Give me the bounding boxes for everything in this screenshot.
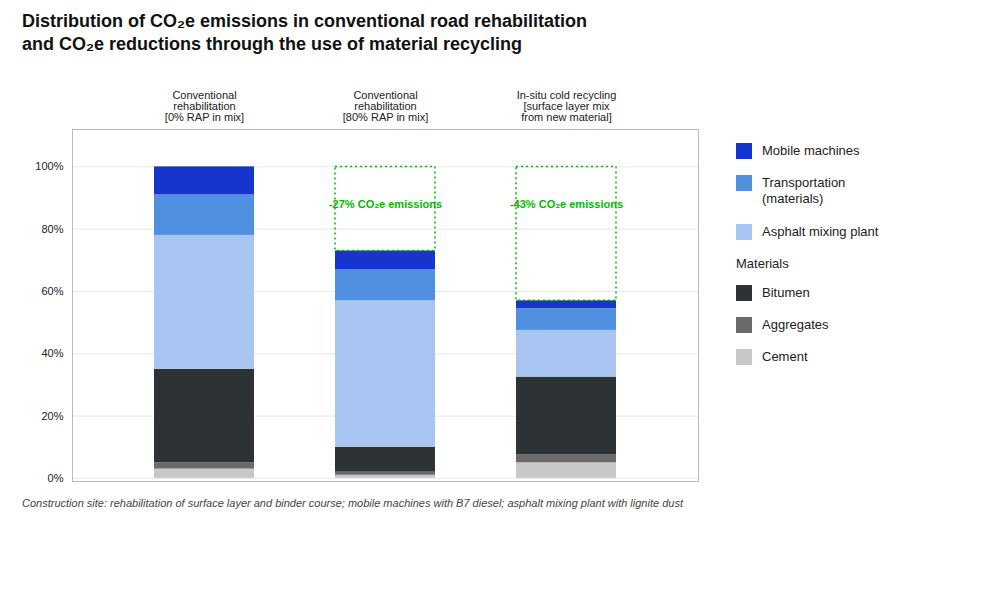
svg-text:80%: 80%: [41, 222, 63, 234]
svg-text:60%: 60%: [41, 285, 63, 297]
svg-text:0%: 0%: [48, 472, 64, 484]
svg-text:Conventionalrehabilitation[80%: Conventionalrehabilitation[80% RAP in mi…: [343, 88, 428, 122]
svg-text:-27% CO₂e emissions: -27% CO₂e emissions: [329, 198, 442, 210]
svg-text:40%: 40%: [41, 347, 63, 359]
svg-text:20%: 20%: [41, 409, 63, 421]
html-text:Asphalt mixing plant: Asphalt mixing plant: [762, 223, 879, 239]
html-text:Transportation (materials): Transportation (materials): [762, 175, 846, 207]
svg-text:-43% CO₂e emissions: -43% CO₂e emissions: [510, 198, 623, 210]
html-text:Cement: Cement: [762, 349, 808, 365]
html-text:Construction site: rehabilitat: Construction site: rehabilitation of sur…: [22, 496, 683, 509]
svg-text:Conventionalrehabilitation[0%: Conventionalrehabilitation[0% RAP in mix…: [165, 88, 244, 122]
html-text:Bitumen: Bitumen: [762, 284, 810, 300]
html-text:Distribution of CO₂e emissions: Distribution of CO₂e emissions in conven…: [22, 11, 588, 55]
html-text:Mobile machines: Mobile machines: [762, 142, 860, 158]
svg-text:100%: 100%: [35, 160, 63, 172]
svg-text:In-situ cold recycling[surface: In-situ cold recycling[surface layer mix…: [517, 88, 617, 122]
html-text:Materials: Materials: [736, 255, 789, 271]
html-text:Aggregates: Aggregates: [762, 317, 829, 332]
